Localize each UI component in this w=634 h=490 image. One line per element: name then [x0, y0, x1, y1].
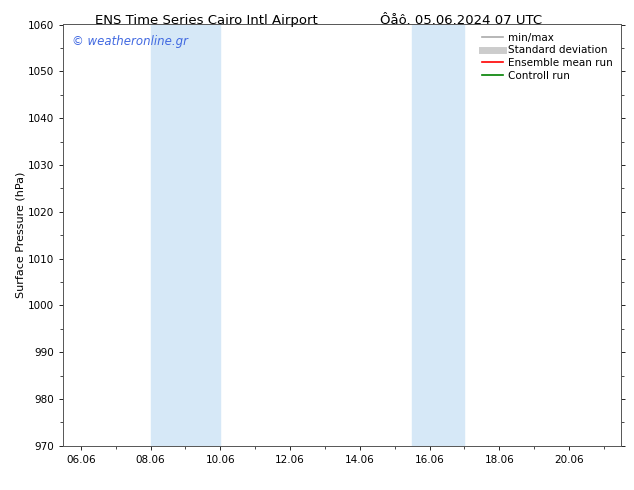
Legend: min/max, Standard deviation, Ensemble mean run, Controll run: min/max, Standard deviation, Ensemble me…	[479, 30, 616, 84]
Text: ENS Time Series Cairo Intl Airport: ENS Time Series Cairo Intl Airport	[95, 14, 318, 27]
Bar	[412, 24, 464, 446]
Y-axis label: Surface Pressure (hPa): Surface Pressure (hPa)	[15, 172, 25, 298]
Bar	[150, 24, 221, 446]
Text: Ôåô. 05.06.2024 07 UTC: Ôåô. 05.06.2024 07 UTC	[380, 14, 543, 27]
Text: © weatheronline.gr: © weatheronline.gr	[72, 35, 188, 48]
